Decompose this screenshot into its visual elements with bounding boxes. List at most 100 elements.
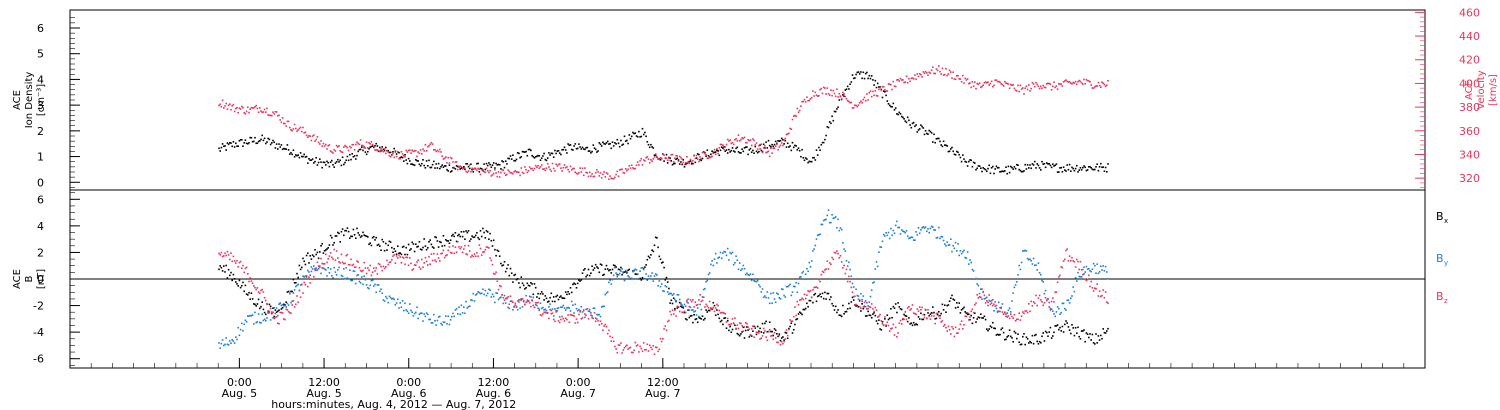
b-series-bz-point: [840, 261, 843, 263]
b-series-bz-point: [273, 317, 275, 320]
velocity-series-point: [833, 92, 836, 95]
b-series-by-point: [379, 290, 381, 293]
b-series-bx-point: [500, 262, 502, 265]
b-series-by-point: [393, 298, 395, 301]
b-series-bz-point: [725, 321, 728, 323]
velocity-series-point: [881, 86, 884, 88]
density-series-point: [525, 150, 527, 153]
b-series-bx-point: [708, 309, 711, 312]
b-series-by-point: [617, 274, 620, 276]
b-series-bz-point: [391, 259, 393, 261]
velocity-series-point: [261, 111, 263, 114]
b-series-bz-point: [842, 267, 844, 269]
velocity-series-point: [498, 176, 501, 178]
b-series-bz-point: [576, 321, 579, 324]
b-series-bx-point: [510, 272, 513, 274]
velocity-series-point: [255, 104, 257, 107]
b-series-by-point: [826, 214, 829, 217]
b-series-bz-point: [466, 253, 469, 256]
velocity-series-point: [373, 145, 375, 148]
b-series-bx-point: [804, 307, 807, 310]
density-series-point: [598, 142, 601, 144]
density-series-point: [588, 150, 591, 152]
b-series-bx-point: [994, 327, 996, 330]
density-series-point: [909, 124, 911, 126]
velocity-series-point: [736, 140, 739, 142]
b-series-bx-point: [837, 309, 839, 311]
b-series-bx-point: [976, 318, 978, 320]
velocity-series-point: [578, 172, 580, 174]
velocity-series-point: [1012, 84, 1014, 86]
velocity-series-point: [1103, 83, 1106, 86]
density-series-point: [694, 161, 697, 164]
density-series-point: [966, 165, 969, 167]
velocity-series-point: [837, 96, 839, 98]
b-series-bx-point: [950, 297, 952, 299]
b-series-bz-point: [617, 344, 620, 346]
density-series-point: [1008, 171, 1011, 174]
velocity-series-point: [371, 143, 374, 146]
legend-label: B: [1436, 210, 1444, 223]
b-series-by-point: [232, 340, 235, 342]
density-series-point: [550, 152, 553, 155]
b-series-bx-point: [308, 262, 310, 264]
b-series-bz-point: [1008, 317, 1011, 320]
b-series-bz-point: [953, 335, 956, 338]
b-series-by-point: [732, 263, 735, 266]
velocity-series-point: [802, 100, 805, 103]
density-series-point: [916, 131, 919, 133]
b-series-bz-point: [808, 290, 811, 293]
b-series-bx-point: [791, 332, 794, 334]
density-series-point: [818, 146, 820, 149]
velocity-series-point: [602, 173, 604, 176]
b-tick-label: 0: [37, 273, 44, 286]
density-series-point: [247, 143, 249, 145]
density-series-point: [425, 160, 428, 162]
b-series-bz-point: [700, 300, 703, 303]
b-series-by-point: [630, 277, 633, 280]
velocity-series-point: [808, 99, 811, 102]
velocity-series-point: [461, 168, 464, 170]
b-series-bx-point: [551, 300, 554, 303]
b-series-bx-point: [451, 235, 453, 237]
density-series-point: [635, 135, 638, 137]
b-series-bz-point: [549, 308, 551, 311]
b-series-bz-point: [239, 260, 242, 263]
b-series-bx-point: [824, 291, 826, 294]
b-series-bx-point: [1058, 328, 1060, 331]
b-series-bx-point: [634, 273, 637, 275]
b-series-bx-point: [355, 237, 357, 239]
b-series-by-point: [916, 234, 919, 236]
velocity-series-point: [994, 79, 996, 81]
b-series-bz-point: [779, 343, 782, 346]
b-series-by-point: [319, 265, 321, 267]
b-series-bx-point: [602, 274, 604, 276]
b-series-by-point: [562, 304, 565, 307]
b-series-by-point: [922, 226, 925, 228]
b-series-bz-point: [635, 345, 638, 347]
b-series-bz-point: [569, 313, 572, 316]
velocity-series-point: [1030, 87, 1032, 90]
b-series-bx-point: [313, 255, 315, 258]
b-series-bz-point: [875, 309, 878, 311]
b-series-bx-point: [593, 267, 596, 269]
velocity-series-point: [885, 90, 887, 92]
density-series-point: [546, 157, 549, 159]
density-series-point: [786, 142, 789, 145]
b-series-bz-point: [1080, 268, 1083, 271]
velocity-series-point: [707, 157, 710, 159]
velocity-series-point: [299, 126, 302, 129]
b-series-bx-point: [738, 334, 741, 337]
b-series-bx-point: [558, 296, 561, 298]
b-series-bz-point: [332, 258, 334, 260]
velocity-series-point: [714, 153, 717, 155]
b-series-bx-point: [843, 313, 845, 315]
velocity-series-point: [723, 148, 725, 151]
b-series-bx-point: [968, 313, 970, 316]
density-series-point: [642, 133, 645, 136]
b-series-bz-point: [259, 292, 261, 295]
b-series-by-point: [430, 322, 433, 324]
velocity-series-point: [766, 151, 769, 153]
velocity-tick-label: 460: [1459, 6, 1480, 19]
b-series-bz-point: [343, 262, 345, 265]
